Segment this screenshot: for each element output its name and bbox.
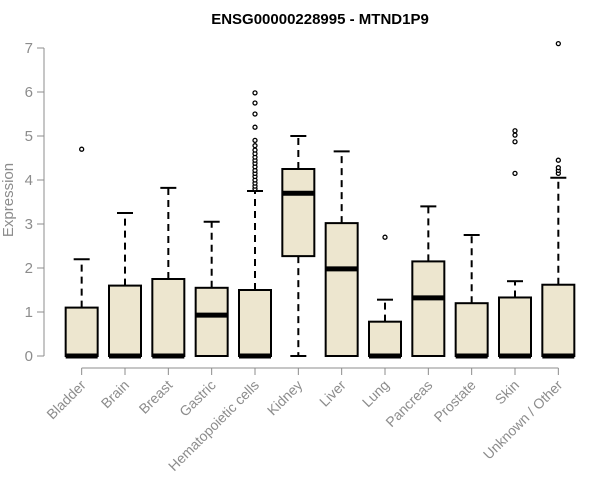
outlier-point bbox=[252, 137, 258, 144]
x-tick-label: Kidney bbox=[264, 377, 306, 419]
box-kidney bbox=[281, 135, 316, 357]
outlier-point bbox=[555, 157, 561, 163]
y-tick-label: 0 bbox=[25, 348, 33, 365]
x-tick-label: Breast bbox=[136, 377, 176, 417]
box-body bbox=[108, 284, 142, 358]
box-body bbox=[541, 283, 576, 357]
box-lung bbox=[368, 234, 402, 359]
outlier-point bbox=[252, 100, 258, 106]
box-prostate bbox=[454, 234, 489, 359]
outlier-point bbox=[555, 165, 561, 171]
outlier-point bbox=[252, 90, 258, 96]
x-tick-label: Gastric bbox=[176, 377, 219, 420]
box-skin bbox=[498, 128, 532, 359]
x-tick-label: Skin bbox=[492, 377, 523, 408]
outlier-point bbox=[252, 147, 258, 153]
y-tick-label: 4 bbox=[25, 172, 33, 189]
outlier-point bbox=[512, 132, 518, 138]
x-tick-label: Unknown / Other bbox=[480, 377, 566, 463]
box-body bbox=[281, 168, 316, 258]
x-tick-label: Brain bbox=[98, 377, 132, 411]
box-hematopoietic-cells bbox=[238, 90, 272, 359]
box-body bbox=[64, 306, 99, 358]
outlier-point bbox=[555, 40, 561, 47]
box-unknown-other bbox=[541, 40, 576, 359]
box-body bbox=[368, 320, 402, 357]
box-brain bbox=[108, 212, 142, 359]
y-axis: 0 1 2 3 4 5 6 7 bbox=[25, 40, 45, 365]
box-body bbox=[411, 260, 446, 357]
box-body bbox=[324, 222, 359, 357]
y-tick-label: 5 bbox=[25, 128, 33, 145]
outlier-point bbox=[382, 234, 388, 240]
y-tick-label: 6 bbox=[25, 84, 33, 101]
y-axis-label: Expression bbox=[0, 163, 17, 237]
x-tick-label: Lung bbox=[359, 377, 392, 410]
box-body bbox=[194, 286, 229, 357]
boxes-group bbox=[64, 40, 576, 359]
box-body bbox=[498, 296, 532, 358]
outlier-point bbox=[252, 111, 258, 117]
outlier-point bbox=[79, 146, 85, 152]
y-tick-label: 7 bbox=[25, 40, 33, 57]
outlier-point bbox=[512, 139, 518, 145]
x-tick-label: Bladder bbox=[43, 377, 89, 423]
box-breast bbox=[151, 186, 186, 359]
box-body bbox=[454, 302, 489, 358]
outlier-point bbox=[512, 170, 518, 177]
chart-title: ENSG00000228995 - MTND1P9 bbox=[211, 11, 429, 28]
box-body bbox=[238, 289, 272, 357]
outlier-point bbox=[512, 128, 518, 134]
x-tick-label: Liver bbox=[316, 377, 349, 410]
x-tick-label: Prostate bbox=[431, 377, 479, 425]
box-body bbox=[151, 278, 186, 357]
y-tick-label: 2 bbox=[25, 260, 33, 277]
y-tick-label: 1 bbox=[25, 304, 33, 321]
box-liver bbox=[324, 150, 359, 357]
outlier-point bbox=[252, 124, 258, 130]
box-bladder bbox=[64, 146, 99, 359]
x-tick-label: Pancreas bbox=[382, 377, 435, 430]
box-pancreas bbox=[411, 205, 446, 357]
outlier-point bbox=[252, 143, 258, 149]
y-tick-label: 3 bbox=[25, 216, 33, 233]
box-gastric bbox=[194, 220, 229, 357]
